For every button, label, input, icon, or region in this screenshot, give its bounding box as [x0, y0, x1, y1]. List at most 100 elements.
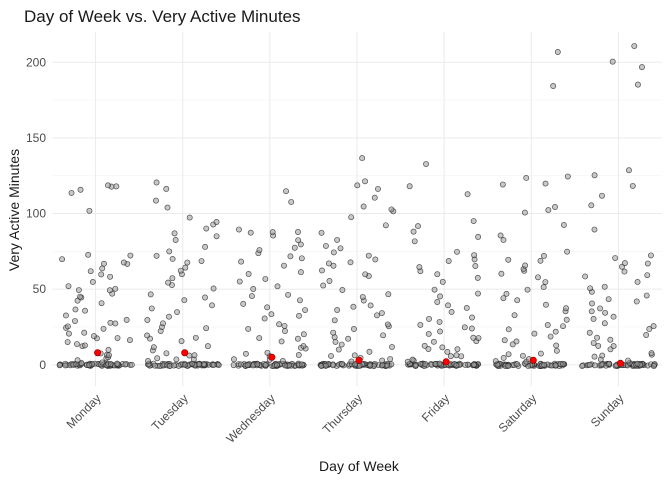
data-point [384, 321, 391, 328]
data-point [354, 182, 361, 189]
data-point [524, 286, 531, 293]
mean-point [529, 356, 537, 364]
data-point [643, 332, 650, 338]
data-point [365, 252, 372, 259]
data-point [445, 302, 451, 309]
x-tick-label: Thursday [320, 391, 365, 436]
data-point [295, 237, 302, 244]
data-point [282, 328, 288, 334]
data-point [295, 229, 301, 235]
data-point [586, 329, 593, 336]
data-point [625, 357, 631, 364]
data-point [98, 271, 105, 278]
data-point [297, 241, 304, 248]
data-point [412, 362, 419, 369]
data-point [335, 346, 342, 353]
data-point [181, 361, 188, 368]
data-point [105, 346, 112, 353]
data-point [360, 203, 367, 210]
data-point [374, 312, 380, 319]
data-point [347, 259, 354, 266]
data-point [297, 269, 304, 276]
data-point [334, 307, 341, 313]
data-point [240, 300, 247, 307]
data-point [281, 262, 287, 269]
data-point [514, 297, 521, 304]
data-point [503, 290, 510, 297]
x-tick-label: Wednesday [223, 391, 278, 446]
data-point [87, 268, 94, 275]
data-point [85, 251, 92, 258]
data-point [453, 352, 460, 359]
data-point [230, 362, 237, 369]
mean-point [442, 358, 450, 366]
data-point [322, 242, 329, 249]
data-point [210, 362, 217, 368]
data-point [437, 293, 443, 300]
data-point [350, 303, 357, 310]
data-point [367, 302, 374, 309]
data-point [351, 352, 358, 359]
data-point [144, 332, 151, 339]
data-point [634, 81, 641, 88]
data-point [209, 302, 215, 309]
data-point [107, 273, 114, 280]
data-point [560, 323, 566, 330]
data-point [552, 362, 559, 369]
data-point [106, 287, 113, 294]
data-point [475, 335, 482, 341]
data-point [163, 185, 170, 192]
data-point [298, 361, 305, 368]
data-point [123, 316, 130, 323]
data-point [470, 334, 477, 341]
data-point [215, 362, 222, 369]
data-point [521, 209, 528, 216]
data-point [644, 272, 651, 279]
data-point [98, 300, 105, 307]
data-point [120, 259, 127, 266]
data-point [378, 310, 385, 316]
data-point [601, 320, 608, 327]
data-point [430, 338, 437, 345]
data-point [552, 328, 559, 335]
data-point [184, 259, 191, 266]
data-point [610, 313, 617, 320]
data-point [454, 248, 460, 255]
data-point [296, 297, 303, 304]
data-point [72, 318, 78, 324]
data-point [547, 333, 554, 340]
data-point [264, 349, 271, 356]
data-point [372, 256, 379, 263]
data-point [380, 332, 387, 339]
data-point [505, 326, 512, 333]
data-point [325, 260, 332, 267]
data-point [186, 214, 193, 221]
data-point [468, 325, 475, 332]
data-point [279, 358, 286, 364]
data-point [588, 202, 595, 209]
data-point [77, 186, 84, 193]
data-point [434, 299, 441, 305]
data-point [505, 351, 512, 358]
data-point [513, 338, 520, 345]
data-point [564, 248, 571, 255]
data-point [542, 279, 549, 285]
data-point [591, 172, 598, 179]
data-point [274, 283, 281, 290]
data-point [319, 267, 325, 274]
data-point [331, 317, 338, 324]
data-point [589, 300, 595, 307]
data-point [322, 363, 329, 369]
data-point [385, 291, 392, 298]
data-point [563, 316, 570, 323]
data-point [90, 333, 97, 340]
data-point [100, 325, 107, 332]
data-point [273, 362, 280, 368]
data-point [410, 228, 417, 235]
data-point [262, 275, 269, 282]
data-point [169, 256, 176, 262]
data-point [213, 233, 220, 240]
data-point [406, 183, 413, 190]
data-point [174, 309, 181, 315]
data-point [375, 185, 381, 192]
